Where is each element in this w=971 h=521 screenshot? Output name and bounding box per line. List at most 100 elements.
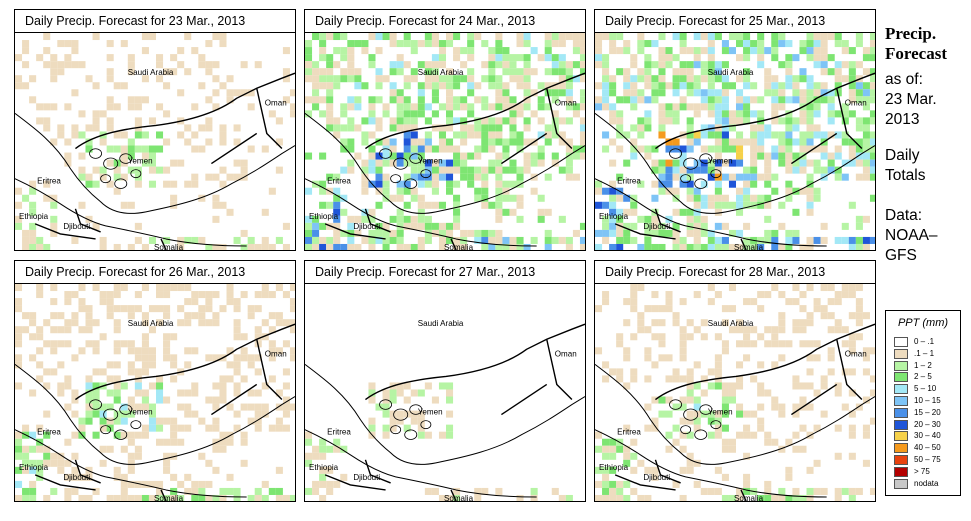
precip-cell (29, 319, 37, 327)
precip-cell (106, 312, 114, 320)
precip-cell (226, 173, 234, 181)
precip-cell (382, 243, 390, 250)
precip-cell (743, 47, 751, 55)
precip-cell (438, 40, 447, 48)
precip-cell (312, 96, 320, 104)
precip-cell (743, 33, 751, 41)
precip-cell (382, 424, 390, 432)
precip-cell (22, 243, 30, 250)
precip-cell (806, 110, 814, 118)
precip-cell (57, 326, 65, 334)
precip-cell (191, 131, 199, 139)
precip-cell (827, 312, 835, 320)
precip-cell (410, 117, 418, 125)
precip-cell (289, 110, 295, 118)
precip-cell (212, 75, 220, 83)
precip-cell (354, 96, 362, 104)
precip-cell (191, 494, 199, 501)
precip-cell (558, 33, 566, 41)
admin-boundary (409, 153, 423, 164)
precip-cell (240, 61, 248, 69)
precip-cell (502, 117, 510, 125)
precip-cell (637, 284, 645, 292)
precip-cell (869, 68, 875, 76)
precip-cell (78, 326, 86, 334)
precip-cell (551, 96, 559, 104)
precip-cell (764, 131, 772, 139)
legend-swatch (894, 396, 908, 406)
precip-cell (848, 159, 856, 167)
precip-cell (848, 284, 856, 292)
precip-cell (410, 173, 418, 181)
precip-cell (219, 382, 227, 390)
precip-cell (15, 215, 23, 223)
precip-cell (368, 382, 376, 390)
forecast-panel-1: Daily Precip. Forecast for 23 Mar., 2013… (14, 9, 296, 251)
precip-cell (467, 75, 475, 83)
precip-cell (438, 236, 447, 244)
precip-cell (700, 96, 708, 104)
precip-cell (855, 243, 863, 250)
precip-cell (319, 236, 327, 244)
precip-cell (305, 236, 313, 244)
precip-cell (721, 110, 729, 118)
precip-cell (658, 103, 666, 111)
precip-cell (799, 75, 807, 83)
precip-cell (827, 131, 835, 139)
precip-cell (127, 361, 135, 369)
precip-cell (721, 194, 729, 202)
precip-cell (736, 340, 744, 348)
precip-cell (312, 480, 320, 488)
legend-label: 2 – 5 (914, 372, 932, 382)
precip-cell (396, 389, 404, 397)
precip-cell (163, 180, 171, 188)
precip-cell (679, 236, 687, 244)
precip-cell (43, 459, 51, 467)
precip-cell (679, 152, 687, 160)
precip-cell (743, 222, 751, 230)
precip-cell (340, 33, 348, 41)
precip-cell (347, 54, 355, 62)
precip-cell (396, 54, 404, 62)
precip-cell (651, 40, 659, 48)
precip-cell (707, 103, 715, 111)
precip-cell (389, 138, 397, 146)
precip-cell (862, 138, 870, 146)
precip-cell (558, 117, 566, 125)
border-line (450, 489, 457, 501)
precip-cell (446, 236, 454, 244)
precip-cell (771, 131, 779, 139)
precip-cell (644, 403, 652, 411)
precip-cell (834, 487, 842, 495)
precip-cell (438, 61, 447, 69)
precip-cell (595, 494, 603, 501)
precip-cell (460, 61, 468, 69)
coastline-line (15, 363, 295, 465)
precip-cell (523, 152, 531, 160)
border-line (546, 339, 573, 401)
precip-cell (707, 298, 715, 306)
precip-cell (778, 243, 786, 250)
precip-cell (537, 145, 545, 153)
precip-cell (565, 138, 573, 146)
precip-cell (22, 452, 30, 460)
precip-cell (609, 47, 617, 55)
precip-cell (396, 117, 404, 125)
precip-cell (502, 47, 510, 55)
precip-cell (855, 89, 863, 97)
precip-cell (572, 229, 580, 237)
precip-cell (261, 291, 269, 299)
legend-label: 30 – 40 (914, 431, 941, 441)
coastline-line (595, 112, 875, 214)
precip-cell (403, 243, 411, 250)
precip-cell (233, 173, 241, 181)
precip-cell (630, 152, 638, 160)
coastline-line (595, 363, 875, 465)
precip-cell (750, 243, 758, 250)
precip-cell (254, 424, 262, 432)
precip-cell (516, 145, 524, 153)
precip-cell (820, 410, 828, 418)
precip-cell (834, 382, 842, 390)
precip-cell (113, 410, 121, 418)
